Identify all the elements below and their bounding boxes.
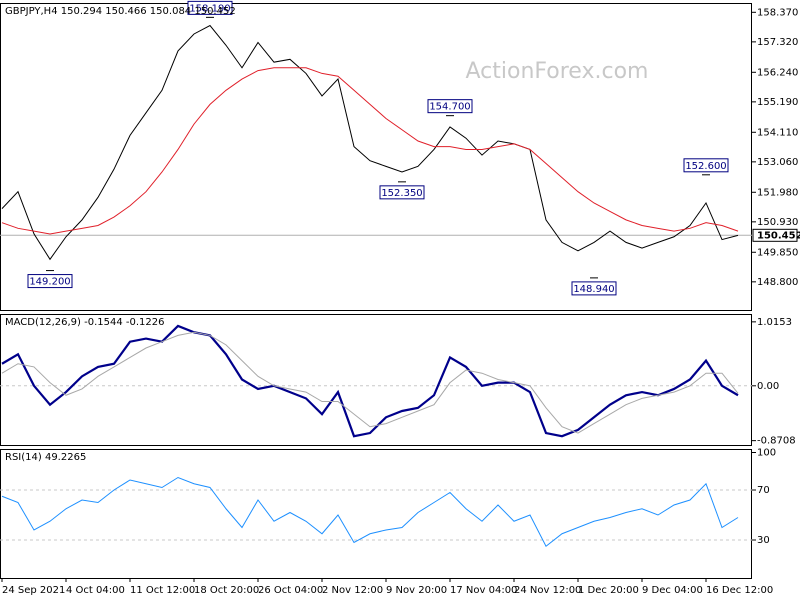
x-tick-label: 16 Dec 12:00 [706, 585, 773, 596]
annotation-box [27, 274, 73, 289]
series-line [1, 324, 739, 438]
annotation-label: 152.350 [381, 188, 422, 199]
annotation-label: 152.600 [685, 161, 726, 172]
series-line [1, 24, 739, 261]
series-line [1, 476, 739, 548]
annotation-label: 148.940 [573, 284, 614, 295]
annotation-label: 154.700 [429, 102, 470, 113]
y-tick-label: 70 [757, 485, 770, 496]
panel-title: GBPJPY,H4 150.294 150.466 150.084 150.45… [5, 6, 236, 17]
x-tick-label: 24 Sep 2021 [2, 585, 65, 596]
x-tick-label: 1 Dec 20:00 [578, 585, 639, 596]
y-tick-label: 148.800 [757, 277, 798, 288]
x-tick-label: 24 Nov 12:00 [514, 585, 581, 596]
panel-title: RSI(14) 49.2265 [5, 452, 86, 463]
annotation-box [571, 281, 617, 296]
y-tick-label: 153.060 [757, 157, 798, 168]
x-tick-label: 18 Oct 20:00 [194, 585, 259, 596]
series-line [1, 331, 739, 434]
y-tick-label: 155.190 [757, 97, 798, 108]
series-line [1, 67, 739, 235]
x-tick-label: 11 Oct 12:00 [130, 585, 195, 596]
panel-title: MACD(12,26,9) -0.1544 -0.1226 [5, 317, 165, 328]
panel-frame [0, 314, 752, 446]
x-tick-label: 2 Nov 12:00 [322, 585, 383, 596]
annotation-box [427, 99, 473, 114]
y-tick-label: 154.110 [757, 127, 798, 138]
y-tick-label: 1.0153 [757, 317, 792, 328]
x-tick-label: 4 Oct 04:00 [66, 585, 125, 596]
x-tick-label: 17 Nov 04:00 [450, 585, 517, 596]
y-tick-label: 0.00 [757, 381, 779, 392]
panel-frame [0, 3, 752, 311]
x-tick-label: 9 Nov 20:00 [386, 585, 447, 596]
y-tick-label: 158.370 [757, 7, 798, 18]
last-price-label: 150.452 [757, 230, 800, 241]
annotation-label: 158.190 [189, 3, 230, 14]
annotation-box [683, 158, 729, 173]
watermark: ActionForex.com [466, 59, 649, 84]
y-tick-label: 151.980 [757, 187, 798, 198]
annotation-box [187, 0, 233, 15]
panel-frame [0, 449, 752, 579]
y-tick-label: 156.240 [757, 67, 798, 78]
y-tick-label: 150.930 [757, 217, 798, 228]
annotation-label: 149.200 [29, 277, 70, 288]
last-price-box [752, 228, 798, 242]
y-tick-label: 149.850 [757, 247, 798, 258]
y-tick-label: -0.8708 [757, 436, 796, 447]
x-tick-label: 26 Oct 04:00 [258, 585, 323, 596]
y-tick-label: 157.320 [757, 37, 798, 48]
x-tick-label: 9 Dec 04:00 [642, 585, 703, 596]
annotation-box [379, 185, 425, 200]
y-tick-label: 30 [757, 535, 770, 546]
y-tick-label: 100 [757, 448, 776, 459]
